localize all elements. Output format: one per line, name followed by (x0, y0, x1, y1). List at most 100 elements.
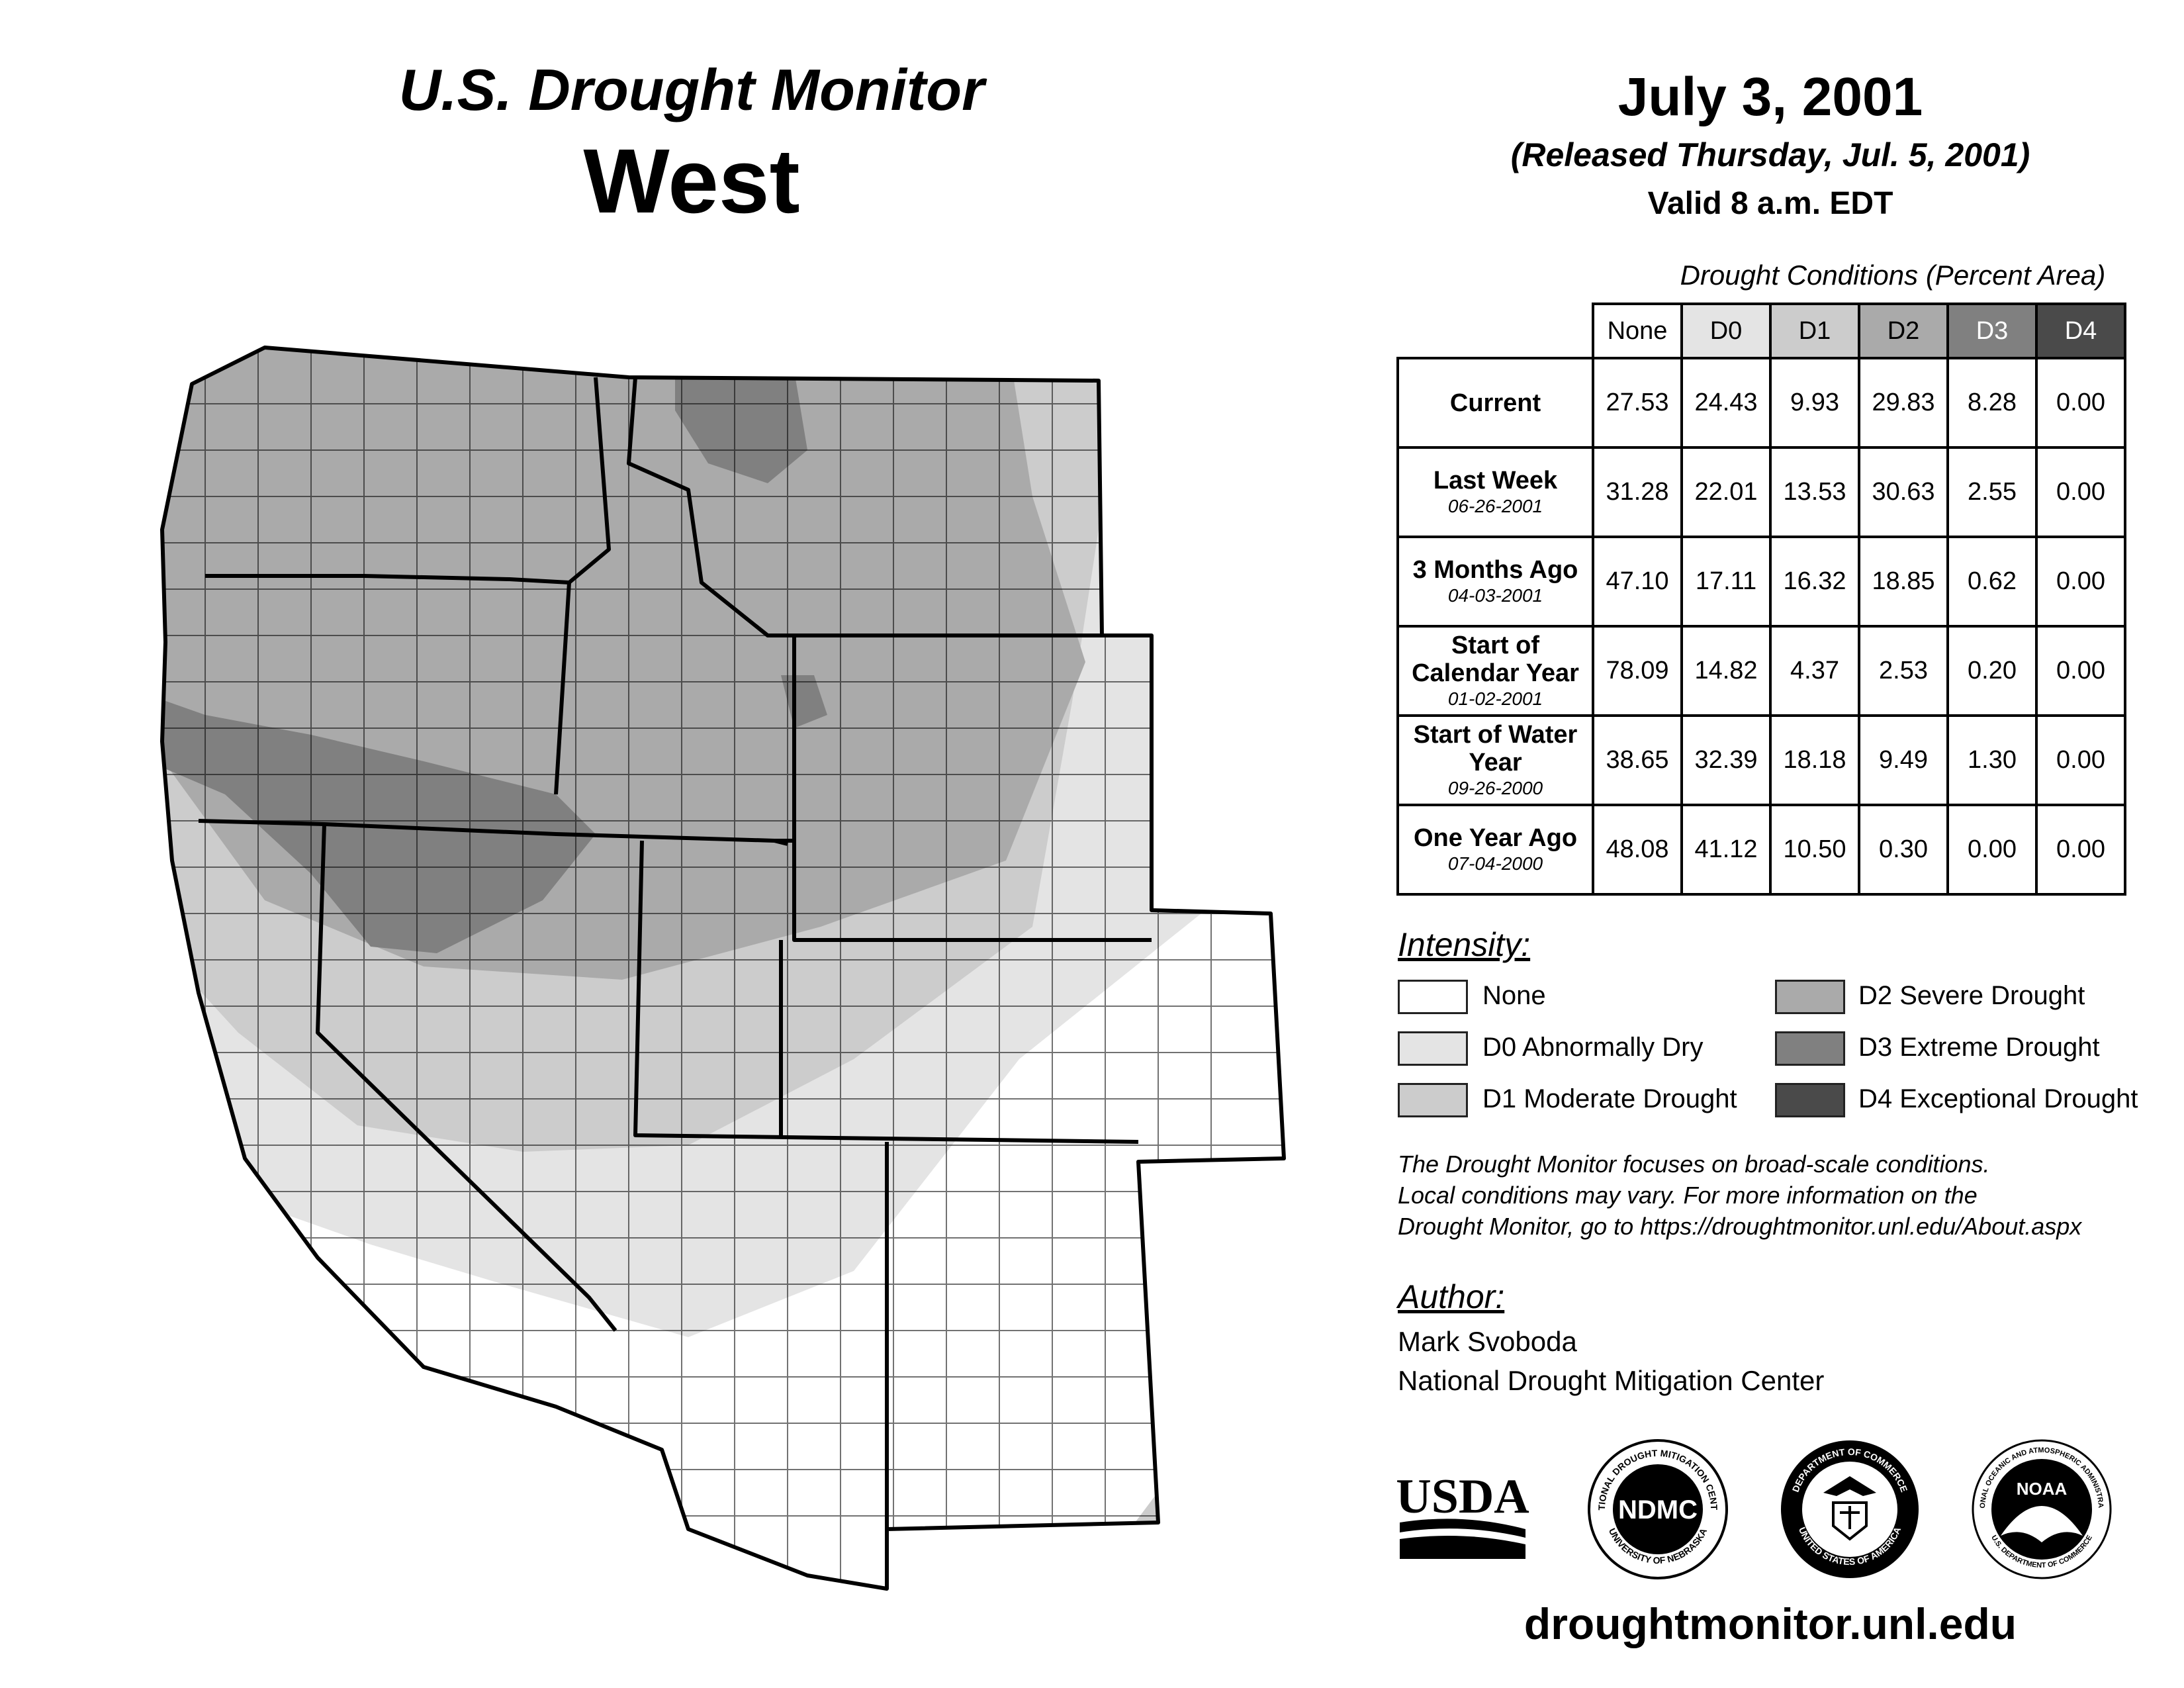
table-header-row: None D0 D1 D2 D3 D4 (1398, 303, 2126, 359)
table-cell: 8.28 (1946, 357, 2038, 449)
row-label: Start of Water Year 09-26-2000 (1396, 714, 1594, 806)
row-label: Current (1396, 357, 1594, 449)
legend-label-d2: D2 Severe Drought (1858, 981, 2085, 1010)
table-cell: 13.53 (1769, 446, 1860, 538)
note-line: Local conditions may vary. For more info… (1398, 1182, 1978, 1209)
row-label-text: 3 Months Ago (1412, 555, 1578, 584)
row-label-text: One Year Ago (1413, 823, 1578, 852)
table-cell: 27.53 (1592, 357, 1683, 449)
note-line: Drought Monitor, go to https://droughtmo… (1398, 1213, 2082, 1240)
author-name: Mark Svoboda (1398, 1326, 1577, 1357)
footer-url[interactable]: droughtmonitor.unl.edu (1524, 1599, 2017, 1648)
table-cell: 30.63 (1858, 446, 1949, 538)
table-cell: 0.00 (2035, 446, 2126, 538)
gull-icon (2001, 1506, 2083, 1542)
ndmc-logo-text: NDMC (1618, 1495, 1698, 1524)
table-cell: 32.39 (1680, 714, 1772, 806)
table-cell: 0.00 (1946, 804, 2038, 896)
legend-swatch-d4 (1775, 1083, 1845, 1117)
table-cell: 9.49 (1858, 714, 1949, 806)
column-header-d1: D1 (1769, 303, 1860, 359)
table-cell: 24.43 (1680, 357, 1772, 449)
table-cell: 0.00 (2035, 804, 2126, 896)
row-date: 04-03-2001 (1447, 585, 1543, 606)
column-header-d4: D4 (2035, 303, 2126, 359)
row-label: Last Week 06-26-2001 (1396, 446, 1594, 538)
row-date: 09-26-2000 (1447, 777, 1543, 798)
table-cell: 0.00 (2035, 625, 2126, 717)
row-label: 3 Months Ago 04-03-2001 (1396, 536, 1594, 628)
table-cell: 38.65 (1592, 714, 1683, 806)
row-label: Start of Calendar Year 01-02-2001 (1396, 625, 1594, 717)
usda-logo-text: USDA (1396, 1470, 1529, 1524)
row-label: One Year Ago 07-04-2000 (1396, 804, 1594, 896)
legend-swatch-none (1398, 980, 1468, 1014)
row-label-text: Start of Water Year (1413, 720, 1578, 776)
table-cell: 78.09 (1592, 625, 1683, 717)
table-row: Start of Calendar Year 01-02-2001 78.09 1… (1396, 625, 2126, 717)
table-cell: 31.28 (1592, 446, 1683, 538)
valid-time: Valid 8 a.m. EDT (1647, 186, 1893, 221)
row-date: 07-04-2000 (1447, 853, 1543, 874)
row-label-text: Last Week (1433, 466, 1558, 494)
table-cell: 10.50 (1769, 804, 1860, 896)
table-row: One Year Ago 07-04-2000 48.08 41.12 10.50… (1396, 804, 2126, 896)
author-org: National Drought Mitigation Center (1398, 1365, 1825, 1396)
table-cell: 17.11 (1680, 536, 1772, 628)
legend-label-d4: D4 Exceptional Drought (1858, 1084, 2138, 1113)
note-line: The Drought Monitor focuses on broad-sca… (1398, 1150, 1990, 1178)
table-cell: 0.00 (2035, 714, 2126, 806)
table-cell: 1.30 (1946, 714, 2038, 806)
drought-conditions-table: None D0 D1 D2 D3 D4 Current 27.53 24.43 … (1396, 303, 2126, 896)
ndmc-logo: NATIONAL DROUGHT MITIGATION CENTER UNIVE… (1582, 1428, 1728, 1579)
table-cell: 2.53 (1858, 625, 1949, 717)
column-header-d3: D3 (1946, 303, 2038, 359)
table-cell: 48.08 (1592, 804, 1683, 896)
map-date: July 3, 2001 (1617, 67, 1923, 127)
column-header-d2: D2 (1858, 303, 1949, 359)
table-cell: 14.82 (1680, 625, 1772, 717)
legend-swatch-d1 (1398, 1083, 1468, 1117)
map-title-line1: U.S. Drought Monitor (398, 57, 985, 122)
release-date: (Released Thursday, Jul. 5, 2001) (1510, 136, 2030, 173)
disclaimer-note: The Drought Monitor focuses on broad-sca… (1398, 1149, 2081, 1242)
table-row: Last Week 06-26-2001 31.28 22.01 13.53 30… (1396, 446, 2126, 538)
row-label-text: Current (1449, 389, 1541, 417)
table-cell: 0.00 (2035, 536, 2126, 628)
table-cell: 47.10 (1592, 536, 1683, 628)
table-cell: 18.18 (1769, 714, 1860, 806)
legend-swatch-d3 (1775, 1031, 1845, 1066)
table-cell: 0.30 (1858, 804, 1949, 896)
column-header-d0: D0 (1680, 303, 1772, 359)
noaa-logo-text: NOAA (2017, 1479, 2068, 1499)
shield-icon (1832, 1501, 1868, 1541)
table-cell: 16.32 (1769, 536, 1860, 628)
column-header-none: None (1592, 303, 1683, 359)
legend-label-d0: D0 Abnormally Dry (1482, 1033, 1704, 1062)
row-label-text: Start of Calendar Year (1412, 631, 1579, 687)
map-title-region: West (583, 130, 800, 232)
table-cell: 22.01 (1680, 446, 1772, 538)
table-row: Current 27.53 24.43 9.93 29.83 8.28 0.00 (1396, 357, 2126, 449)
table-corner (1398, 304, 1593, 358)
author-title: Author: (1398, 1278, 1505, 1315)
drought-map (160, 346, 1286, 1591)
table-cell: 29.83 (1858, 357, 1949, 449)
table-caption: Drought Conditions (Percent Area) (1680, 259, 2106, 291)
table-row: Start of Water Year 09-26-2000 38.65 32.3… (1396, 714, 2126, 806)
table-cell: 18.85 (1858, 536, 1949, 628)
legend-swatch-d0 (1398, 1031, 1468, 1066)
table-cell: 0.00 (2035, 357, 2126, 449)
eagle-icon (1823, 1476, 1876, 1496)
legend-swatch-d2 (1775, 980, 1845, 1014)
table-cell: 4.37 (1769, 625, 1860, 717)
legend-label-none: None (1482, 981, 1546, 1010)
commerce-seal-logo: DEPARTMENT OF COMMERCE UNITED STATES OF … (1781, 1440, 1919, 1578)
table-cell: 9.93 (1769, 357, 1860, 449)
table-cell: 2.55 (1946, 446, 2038, 538)
row-date: 01-02-2001 (1447, 688, 1543, 709)
table-cell: 41.12 (1680, 804, 1772, 896)
legend-label-d3: D3 Extreme Drought (1858, 1033, 2100, 1062)
table-row: 3 Months Ago 04-03-2001 47.10 17.11 16.32… (1396, 536, 2126, 628)
table-cell: 0.20 (1946, 625, 2038, 717)
